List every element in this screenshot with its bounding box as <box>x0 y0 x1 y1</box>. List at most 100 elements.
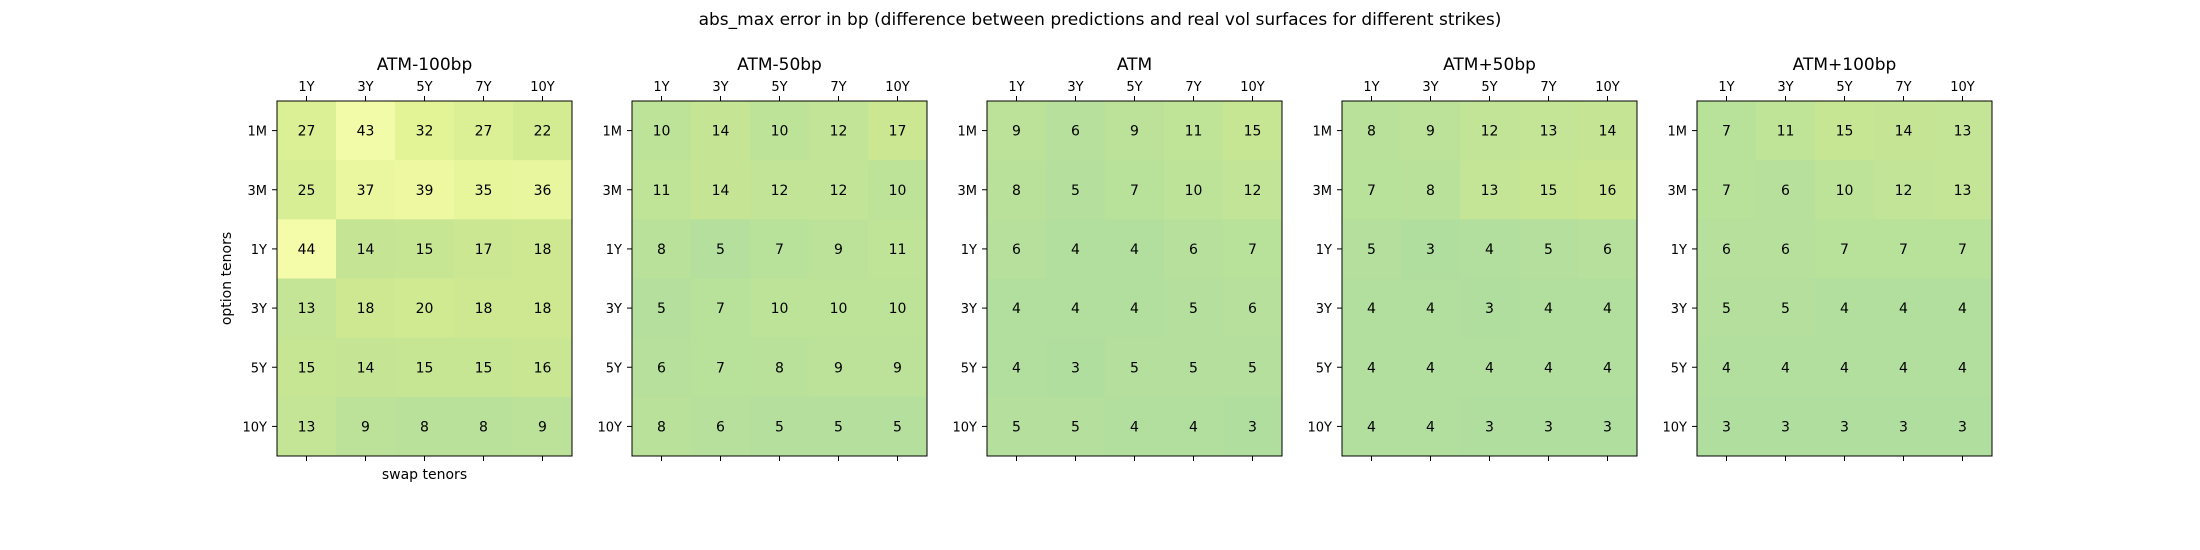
cell-value: 5 <box>1071 183 1080 199</box>
heatmap-cell <box>868 278 928 339</box>
heatmap-cell <box>1519 101 1579 161</box>
heatmap-cell <box>1460 396 1520 457</box>
heatmap-panel: ATM+100bp 7 11 15 14 13 7 6 10 12 13 6 6 7 7 7 5 5 4 4 4 4 4 4 4… <box>1663 55 1993 461</box>
heatmap-cell <box>1223 337 1283 398</box>
heatmap-cell <box>750 396 810 457</box>
heatmap-cell <box>1815 337 1875 398</box>
cell-value: 5 <box>1248 360 1257 376</box>
cell-value: 10 <box>889 301 907 317</box>
cell-value: 4 <box>1544 360 1553 376</box>
heatmap-cell <box>1519 396 1579 457</box>
cell-value: 12 <box>830 183 848 199</box>
heatmap-cell <box>750 337 810 398</box>
heatmap-cell <box>395 278 455 339</box>
cell-value: 16 <box>534 360 552 376</box>
cell-value: 20 <box>416 301 434 317</box>
heatmap-cell <box>1697 160 1757 220</box>
y-tick-label: 3M <box>603 184 623 199</box>
cell-value: 13 <box>298 301 316 317</box>
heatmap-cell <box>513 396 573 457</box>
heatmap-cell <box>513 101 573 161</box>
cell-value: 13 <box>1481 183 1499 199</box>
y-tick-label: 3M <box>248 184 268 199</box>
cell-value: 4 <box>1426 419 1435 435</box>
cell-value: 4 <box>1012 301 1021 317</box>
cell-value: 10 <box>830 301 848 317</box>
heatmap-cell <box>1460 278 1520 339</box>
cell-value: 10 <box>653 124 671 140</box>
heatmap-cell <box>1697 219 1757 279</box>
heatmap-cell <box>1164 101 1224 161</box>
cell-value: 6 <box>1781 183 1790 199</box>
x-tick-label: 10Y <box>1595 80 1620 95</box>
cell-value: 7 <box>1840 242 1849 258</box>
cell-value: 5 <box>716 242 725 258</box>
cell-value: 8 <box>1367 124 1376 140</box>
cell-value: 18 <box>534 242 552 258</box>
heatmap-cell <box>1342 101 1402 161</box>
x-tick-label: 3Y <box>712 80 728 95</box>
heatmap-cell <box>987 219 1047 279</box>
x-axis-label: swap tenors <box>382 467 467 483</box>
heatmap-cell <box>1933 337 1993 398</box>
y-tick-label: 3Y <box>1316 302 1332 317</box>
cell-value: 10 <box>1185 183 1203 199</box>
heatmap-cell <box>1874 101 1934 161</box>
y-tick-label: 3Y <box>1671 302 1687 317</box>
y-tick-label: 1M <box>1313 125 1333 140</box>
heatmap-cell <box>1223 160 1283 220</box>
cell-value: 5 <box>1189 360 1198 376</box>
heatmap-cell <box>1046 337 1106 398</box>
y-tick-label: 5Y <box>251 361 267 376</box>
cell-value: 5 <box>775 419 784 435</box>
cell-value: 4 <box>1899 360 1908 376</box>
cell-value: 17 <box>889 124 907 140</box>
cell-value: 15 <box>298 360 316 376</box>
cell-value: 14 <box>712 183 730 199</box>
heatmap-cell <box>1164 278 1224 339</box>
cell-value: 6 <box>716 419 725 435</box>
cell-value: 6 <box>1603 242 1612 258</box>
cell-value: 4 <box>1899 301 1908 317</box>
figure-title: abs_max error in bp (difference between … <box>699 10 1502 30</box>
cell-value: 13 <box>1954 183 1972 199</box>
cell-value: 14 <box>712 124 730 140</box>
y-tick-label: 5Y <box>606 361 622 376</box>
heatmap-cell <box>1874 219 1934 279</box>
heatmap-cell <box>1342 219 1402 279</box>
panel-title: ATM+50bp <box>1443 55 1536 75</box>
heatmap-cell <box>632 219 692 279</box>
cell-value: 7 <box>1958 242 1967 258</box>
heatmap-cell <box>1046 160 1106 220</box>
heatmap-cell <box>395 219 455 279</box>
cell-value: 13 <box>1540 124 1558 140</box>
x-tick-label: 7Y <box>1540 80 1556 95</box>
cell-value: 9 <box>1130 124 1139 140</box>
heatmap-cell <box>1401 396 1461 457</box>
cell-value: 5 <box>1071 419 1080 435</box>
heatmap-cell <box>1933 278 1993 339</box>
y-tick-label: 10Y <box>1308 420 1333 435</box>
cell-value: 5 <box>834 419 843 435</box>
cell-value: 14 <box>357 360 375 376</box>
heatmap-cell <box>1401 101 1461 161</box>
heatmap-cell <box>1046 219 1106 279</box>
cell-value: 32 <box>416 124 434 140</box>
heatmap-cell <box>1223 396 1283 457</box>
x-tick-label: 5Y <box>771 80 787 95</box>
heatmap-cell <box>750 278 810 339</box>
heatmap-cell <box>1815 278 1875 339</box>
heatmap-cell <box>1342 396 1402 457</box>
cell-value: 9 <box>893 360 902 376</box>
cell-value: 43 <box>357 124 375 140</box>
heatmap-cell <box>987 278 1047 339</box>
heatmap-cell <box>632 278 692 339</box>
heatmap-cell <box>987 337 1047 398</box>
cell-value: 11 <box>653 183 671 199</box>
cell-value: 14 <box>357 242 375 258</box>
heatmap-cell <box>1164 160 1224 220</box>
cell-value: 4 <box>1603 301 1612 317</box>
cell-value: 12 <box>1244 183 1262 199</box>
heatmap-cell <box>277 278 337 339</box>
